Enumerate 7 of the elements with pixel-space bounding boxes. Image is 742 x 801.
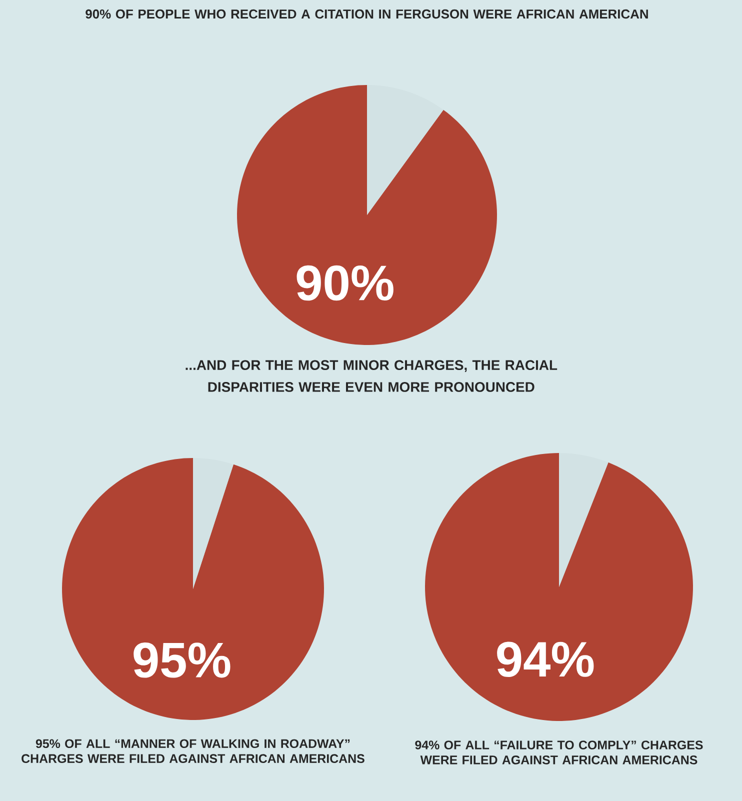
data-label: 95% — [134, 642, 230, 678]
data-label: 94% — [497, 642, 594, 678]
chart-title: 90% OF PEOPLE WHO RECEIVED A CITATION IN FERGUSON WERE AFRICAN AMERICAN — [86, 9, 648, 19]
text: 95% OF ALL “MANNER OF WALKING IN ROADWAY” CHARGES WERE FILED AGAINST AFRICAN AMERICANS — [22, 739, 364, 763]
text: ...AND FOR THE MOST MINOR CHARGES, THE RACIAL DISPARITIES WERE EVEN MORE PRONOUNCED — [186, 360, 558, 392]
data-label: 90% — [296, 265, 394, 301]
text: 94% OF ALL “FAILURE TO COMPLY” CHARGES WERE FILED AGAINST AFRICAN AMERICANS — [415, 740, 703, 764]
